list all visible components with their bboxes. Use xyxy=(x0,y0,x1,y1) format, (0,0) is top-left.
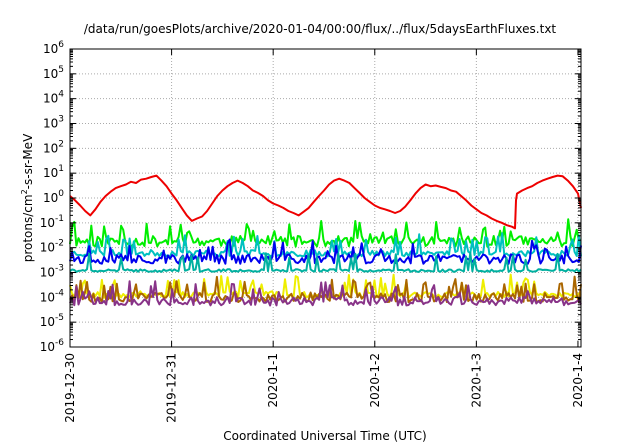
chart-title: /data/run/goesPlots/archive/2020-01-04/0… xyxy=(84,22,557,36)
y-axis-label-base: protons/cm xyxy=(21,194,35,262)
y-tick-label: 102 xyxy=(43,139,64,155)
series-line xyxy=(69,238,582,265)
y-tick-label: 106 xyxy=(43,40,64,56)
y-axis-label-superscript: 2 xyxy=(20,189,29,194)
y-tick-label: 10-4 xyxy=(40,288,65,304)
y-tick-label: 10-5 xyxy=(40,313,64,329)
y-axis-label-tail: -s-sr-MeV xyxy=(21,133,35,189)
x-tick-label: 2019-12-31 xyxy=(165,353,179,423)
y-tick-label: 101 xyxy=(43,164,64,180)
y-tick-label: 104 xyxy=(43,90,64,106)
data-series xyxy=(69,174,582,307)
y-tick-label: 103 xyxy=(43,115,64,131)
series-line xyxy=(69,232,582,258)
y-axis-ticks: 10-6 10-5 10-4 10-3 10-2 10-1 100 101 102 103 104 1… xyxy=(40,40,581,354)
series-line xyxy=(69,280,582,307)
x-tick-label: 2020-1-3 xyxy=(469,353,483,407)
y-axis-label: protons/cm2-s-sr-MeV xyxy=(20,133,35,262)
x-tick-label: 2020-1-4 xyxy=(571,353,585,407)
x-tick-label: 2020-1-2 xyxy=(368,353,382,407)
series-line xyxy=(69,251,582,273)
y-tick-label: 100 xyxy=(43,189,64,205)
x-tick-label: 2019-12-30 xyxy=(63,353,77,423)
series-line xyxy=(69,174,582,230)
x-tick-label: 2020-1-1 xyxy=(266,353,280,407)
y-tick-label: 10-3 xyxy=(40,264,64,280)
y-tick-label: 105 xyxy=(43,65,64,81)
x-axis-label: Coordinated Universal Time (UTC) xyxy=(223,429,426,443)
series-line xyxy=(69,275,582,304)
y-tick-label: 10-6 xyxy=(40,338,65,354)
x-axis-ticks: 2019-12-30 2019-12-31 2020-1-1 2020-1-2 2020… xyxy=(63,49,585,423)
y-tick-label: 10-2 xyxy=(40,239,64,255)
y-tick-label: 10-1 xyxy=(40,214,64,230)
